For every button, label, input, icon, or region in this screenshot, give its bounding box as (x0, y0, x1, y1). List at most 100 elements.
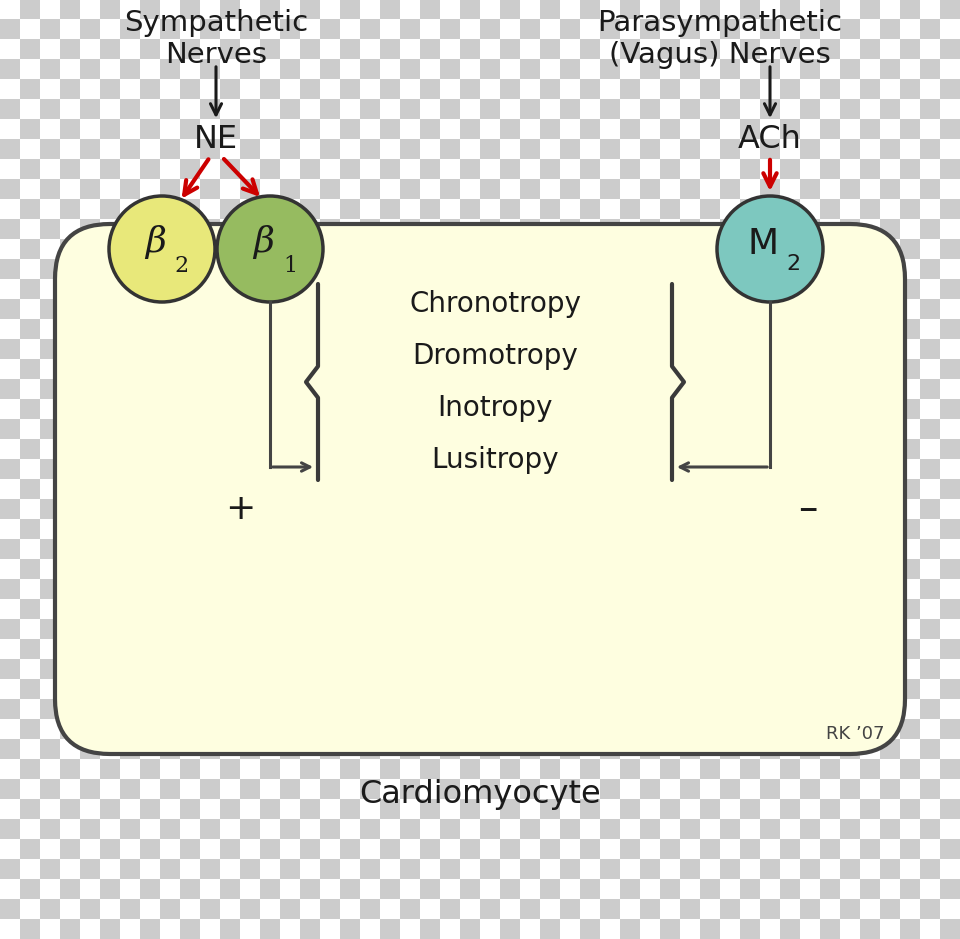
Bar (620, 659, 640, 679)
Bar (440, 399, 460, 419)
Bar (280, 839, 300, 859)
Bar (540, 879, 560, 899)
Bar (740, 399, 760, 419)
Bar (480, 139, 500, 159)
Bar (240, 359, 260, 379)
Bar (320, 739, 340, 759)
Bar (20, 359, 40, 379)
Bar (360, 539, 380, 559)
Bar (180, 199, 200, 219)
Bar (680, 639, 700, 659)
Bar (400, 19, 420, 39)
Bar (100, 79, 120, 99)
Bar (240, 459, 260, 479)
Bar (100, 339, 120, 359)
Bar (200, 39, 220, 59)
Bar (380, 879, 400, 899)
Bar (700, 559, 720, 579)
Bar (720, 479, 740, 499)
Bar (200, 699, 220, 719)
Bar (520, 0, 540, 19)
Bar (740, 99, 760, 119)
Bar (800, 339, 820, 359)
Bar (680, 559, 700, 579)
Bar (860, 19, 880, 39)
Bar (620, 299, 640, 319)
Bar (120, 319, 140, 339)
Bar (240, 599, 260, 619)
Bar (800, 679, 820, 699)
Bar (860, 479, 880, 499)
Bar (640, 679, 660, 699)
Bar (760, 919, 780, 939)
Bar (880, 739, 900, 759)
Bar (680, 239, 700, 259)
Bar (920, 359, 940, 379)
Bar (480, 579, 500, 599)
Bar (860, 879, 880, 899)
Bar (60, 699, 80, 719)
Bar (460, 759, 480, 779)
Bar (940, 699, 960, 719)
Bar (320, 119, 340, 139)
Bar (0, 19, 20, 39)
Bar (20, 459, 40, 479)
Bar (640, 419, 660, 439)
Bar (340, 539, 360, 559)
Bar (480, 319, 500, 339)
Bar (120, 399, 140, 419)
Bar (400, 779, 420, 799)
Bar (160, 659, 180, 679)
Bar (120, 859, 140, 879)
Bar (580, 59, 600, 79)
Bar (160, 79, 180, 99)
Bar (320, 579, 340, 599)
Bar (0, 639, 20, 659)
Bar (220, 919, 240, 939)
Bar (440, 0, 460, 19)
Bar (220, 859, 240, 879)
Bar (280, 659, 300, 679)
Bar (360, 179, 380, 199)
Bar (540, 439, 560, 459)
Bar (240, 219, 260, 239)
Bar (480, 39, 500, 59)
Bar (660, 79, 680, 99)
Bar (200, 459, 220, 479)
Bar (620, 99, 640, 119)
Bar (640, 859, 660, 879)
Bar (740, 539, 760, 559)
Bar (380, 279, 400, 299)
Bar (20, 719, 40, 739)
Bar (480, 819, 500, 839)
Bar (500, 519, 520, 539)
Bar (720, 0, 740, 19)
Bar (820, 559, 840, 579)
Bar (540, 559, 560, 579)
Bar (40, 359, 60, 379)
Bar (160, 679, 180, 699)
Bar (480, 339, 500, 359)
Bar (380, 839, 400, 859)
Bar (40, 639, 60, 659)
Bar (940, 359, 960, 379)
Bar (280, 239, 300, 259)
Bar (100, 679, 120, 699)
Bar (840, 79, 860, 99)
Bar (100, 139, 120, 159)
Bar (460, 179, 480, 199)
Bar (220, 79, 240, 99)
Bar (140, 619, 160, 639)
Bar (580, 559, 600, 579)
Bar (900, 459, 920, 479)
Bar (140, 179, 160, 199)
Bar (940, 399, 960, 419)
Bar (420, 499, 440, 519)
Bar (20, 259, 40, 279)
Bar (860, 819, 880, 839)
Bar (500, 719, 520, 739)
Bar (20, 819, 40, 839)
Bar (180, 619, 200, 639)
Bar (700, 679, 720, 699)
Bar (400, 0, 420, 19)
